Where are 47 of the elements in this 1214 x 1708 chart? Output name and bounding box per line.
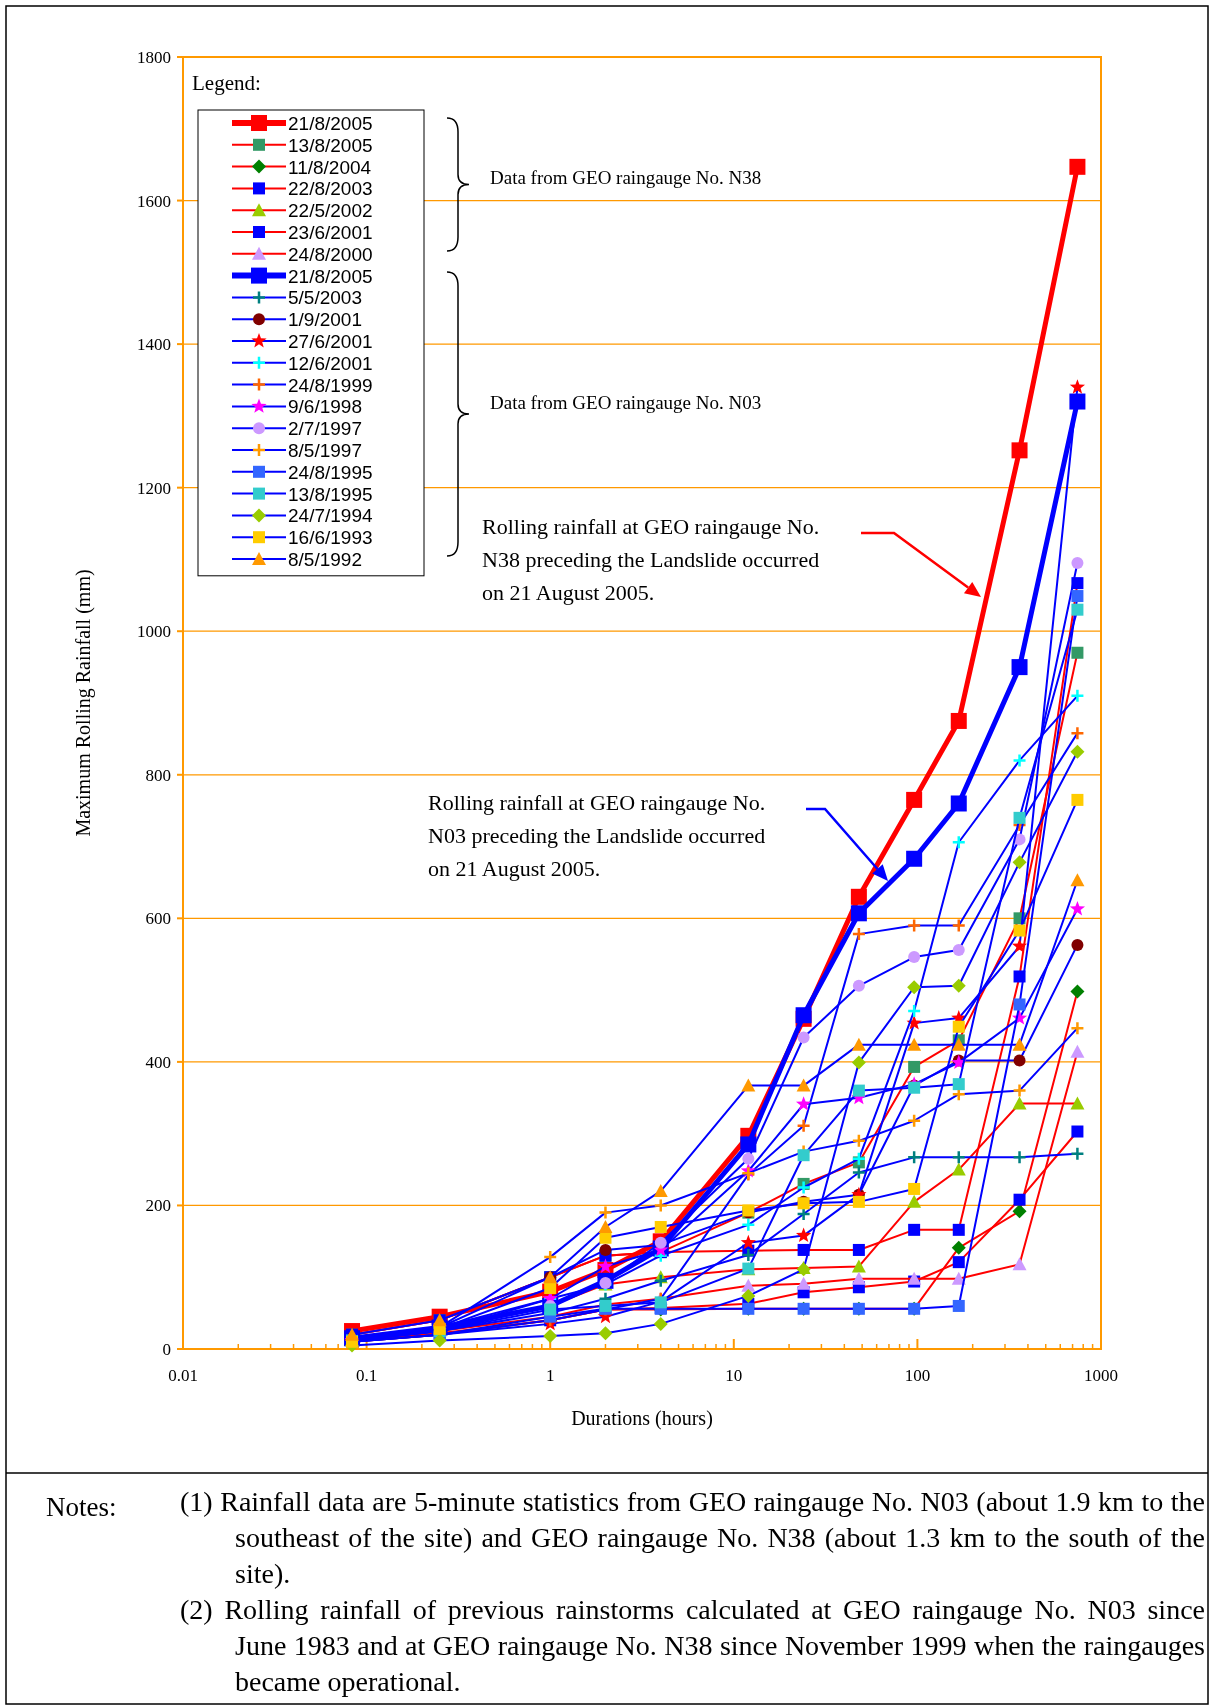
y-tick-label: 400	[145, 1052, 171, 1072]
legend-label: 2/7/1997	[288, 418, 362, 440]
legend-label: 8/5/1992	[288, 549, 362, 570]
x-tick-label: 0.01	[168, 1366, 198, 1385]
legend-label: 1/9/2001	[288, 309, 362, 331]
y-tick-label: 800	[145, 765, 171, 785]
legend-label: 13/8/1995	[288, 483, 373, 505]
y-tick-label: 600	[145, 909, 171, 929]
y-tick-label: 1400	[137, 335, 171, 355]
x-tick-label: 100	[904, 1366, 931, 1385]
y-tick-label: 0	[162, 1340, 171, 1359]
annotation: Data from GEO raingauge No. N38	[490, 167, 762, 188]
legend-label: 9/6/1998	[288, 396, 362, 418]
y-tick-label: 200	[145, 1196, 171, 1216]
legend-label: 21/8/2005	[288, 113, 373, 134]
y-tick-label: 1000	[137, 622, 171, 642]
legend-label: 13/8/2005	[288, 134, 373, 156]
text: Notes:	[46, 1492, 117, 1522]
legend-label: 21/8/2005	[288, 265, 373, 287]
legend-label: 16/6/1993	[288, 527, 373, 549]
legend-label: 24/7/1994	[288, 505, 373, 527]
legend-label: 24/8/1999	[288, 374, 373, 396]
x-tick-label: 1	[545, 1366, 555, 1385]
x-tick-label: 10	[725, 1366, 743, 1385]
y-axis-title: Maximum Rolling Rainfall (mm)	[72, 569, 95, 837]
legend-label: 22/5/2002	[288, 200, 373, 222]
text: (1) Rainfall data are 5-minute statistics from GEO raingauge No. N03 (about 1.9 km to the southeast of the site) and GEO raingauge No. N38 (about 1.3 km to the south of the site).	[180, 1485, 1205, 1591]
legend-label: 24/8/1995	[288, 461, 373, 483]
y-tick-label: 1600	[137, 191, 171, 211]
annotation: Rolling rainfall at GEO raingauge No. N03 preceding the Landslide occurred on 21 August 2005.	[428, 789, 767, 883]
y-tick-label: 1800	[137, 48, 171, 67]
annotation: Rolling rainfall at GEO raingauge No. N38 preceding the Landslide occurred on 21 August 2005.	[482, 513, 821, 607]
annotation: Data from GEO raingauge No. N03	[490, 392, 762, 413]
x-tick-label: 1000	[1084, 1366, 1118, 1385]
legend-label: 22/8/2003	[288, 178, 373, 200]
legend-label: 8/5/1997	[288, 440, 362, 461]
y-tick-label: 1200	[137, 478, 171, 498]
x-axis-title: Durations (hours)	[571, 1407, 713, 1430]
legend-label: 23/6/2001	[288, 222, 373, 243]
legend-label: 27/6/2001	[288, 331, 373, 352]
legend-label: 24/8/2000	[288, 243, 373, 265]
text: (2) Rolling rainfall of previous rainstorms calculated at GEO raingauge No. N03 since June 1983 and at GEO raingauge No. N38 since November 1999 when the raingauges became operational.	[180, 1593, 1205, 1699]
x-tick-label: 0.1	[355, 1366, 378, 1385]
legend-label: 11/8/2004	[288, 156, 372, 178]
legend-title: Legend:	[192, 71, 261, 95]
legend-label: 5/5/2003	[288, 287, 362, 309]
legend-label: 12/6/2001	[288, 352, 373, 374]
